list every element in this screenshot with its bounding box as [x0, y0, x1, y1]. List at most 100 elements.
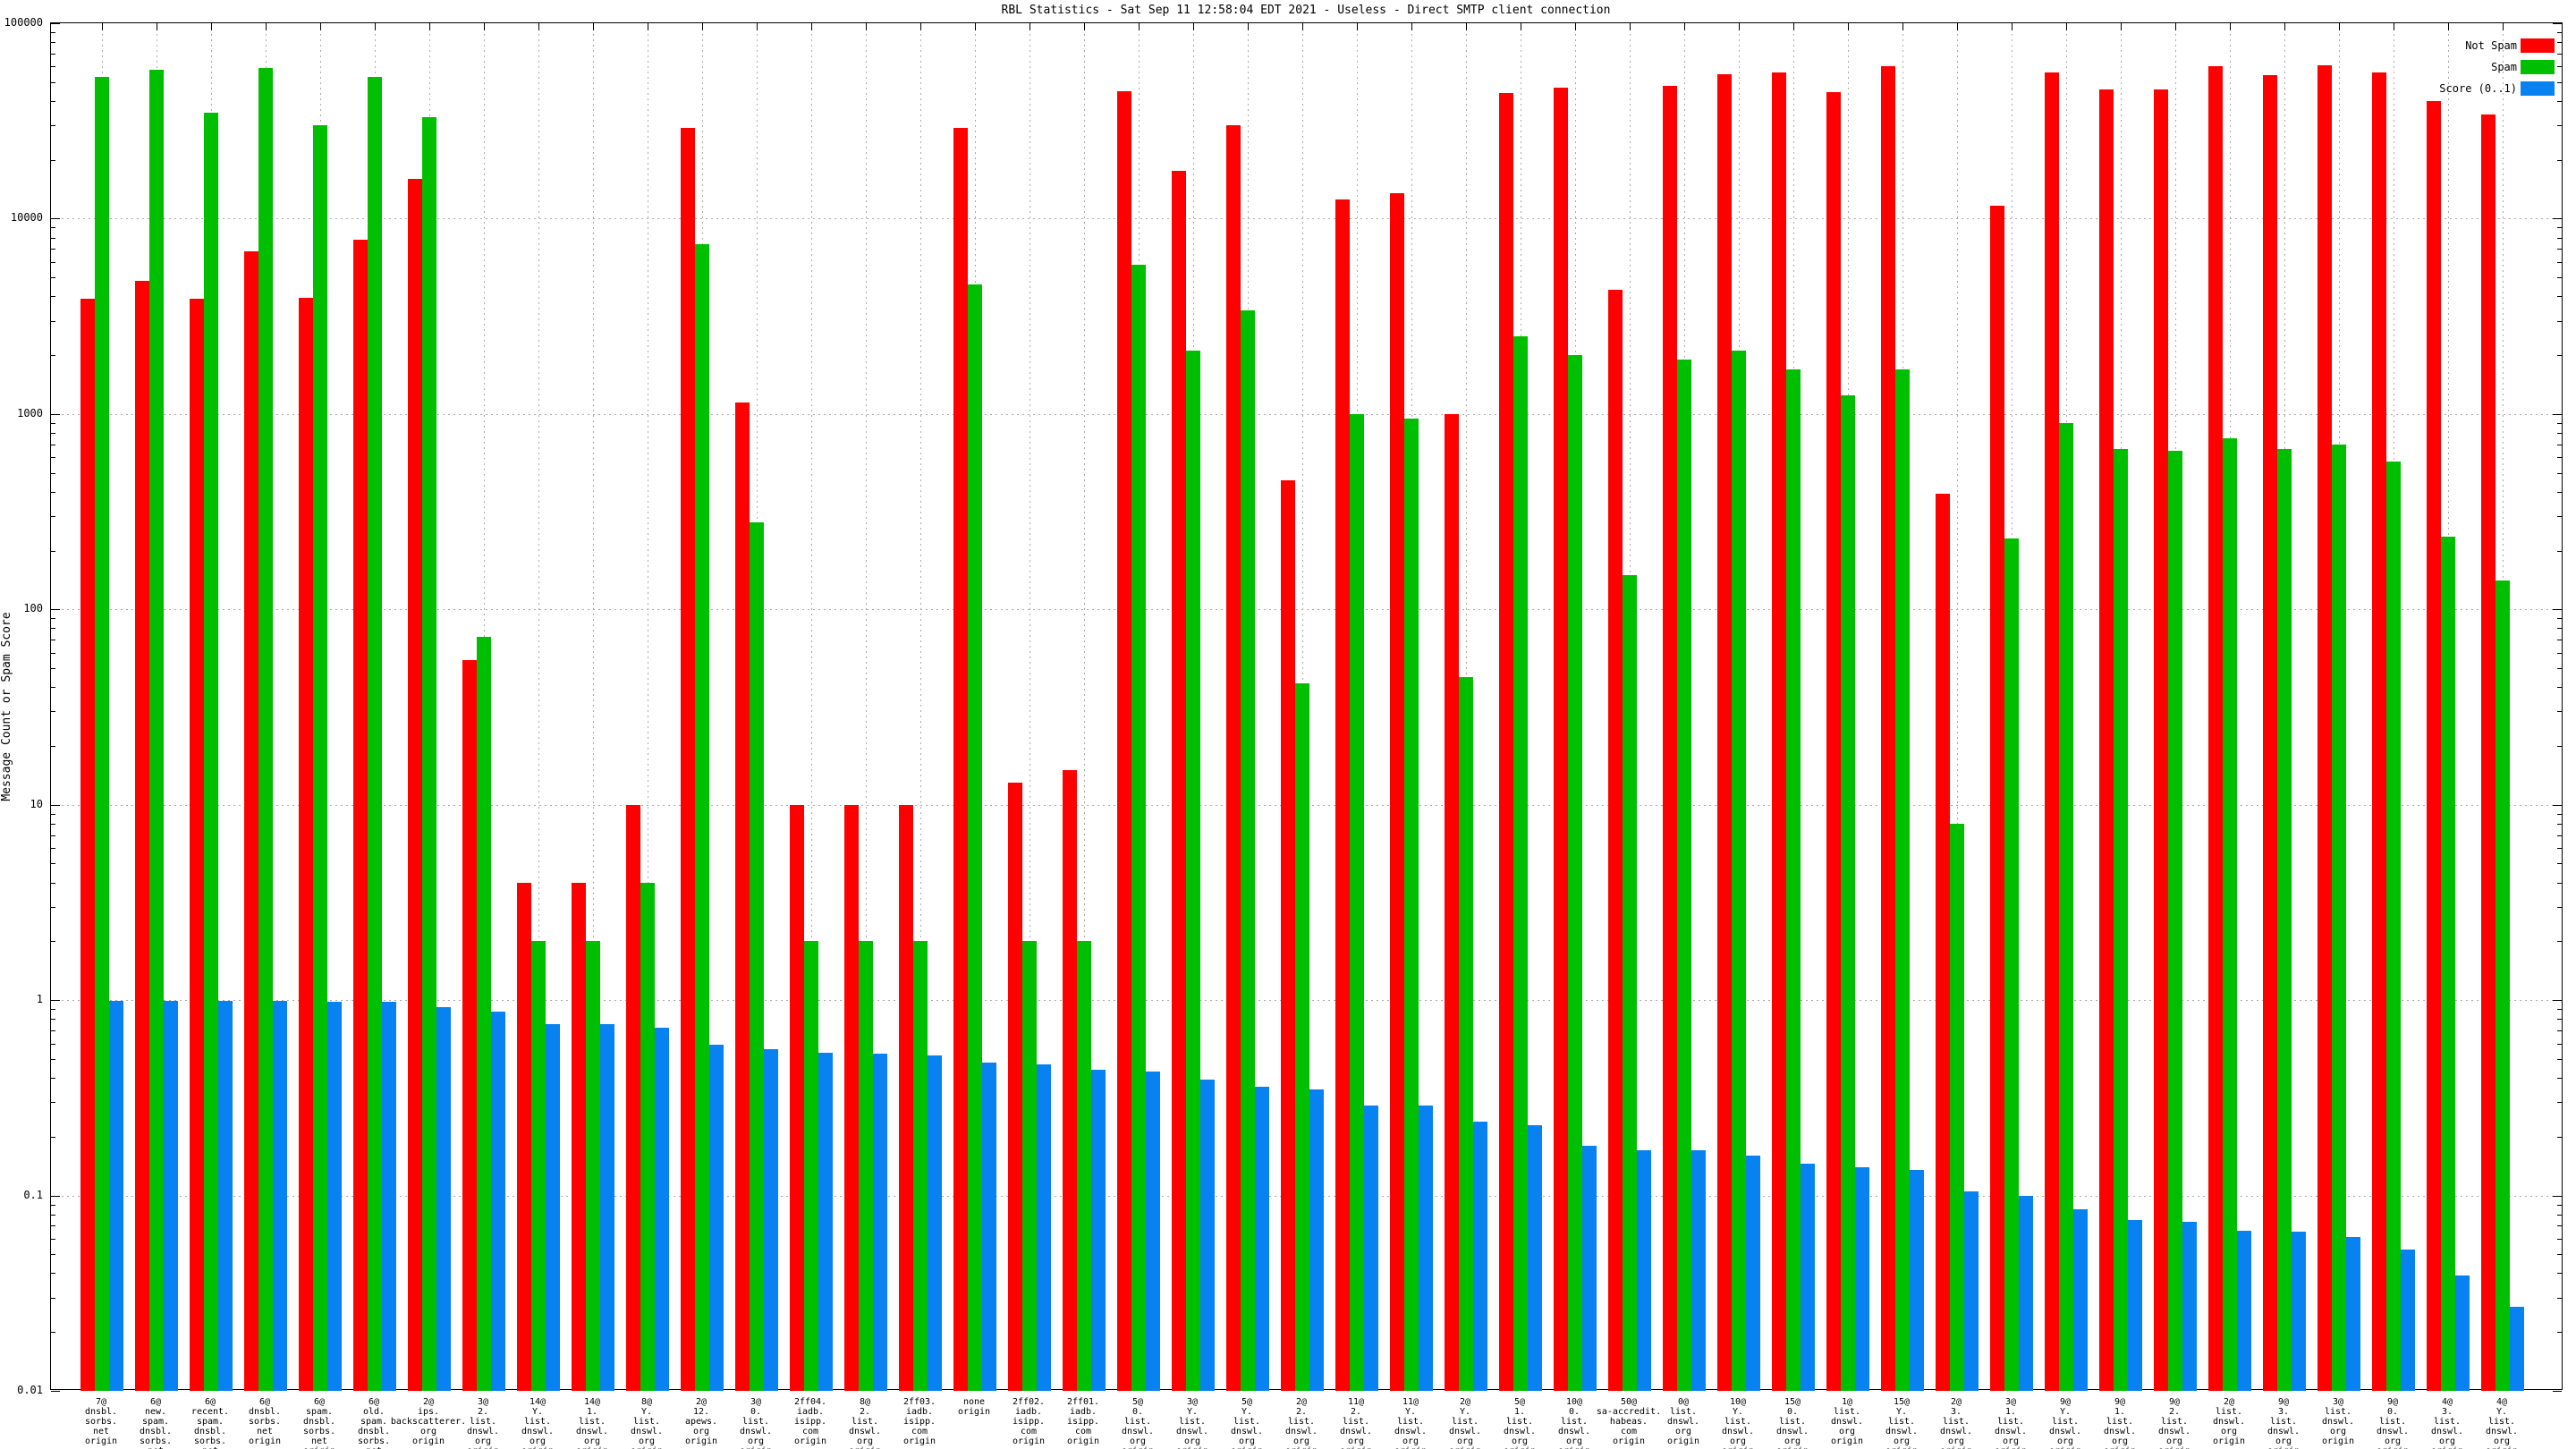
bar-spam [2168, 450, 2182, 1391]
x-tick-top [811, 23, 812, 30]
x-tick-label: 5@ 0. list. dnswl. org origin [1121, 1397, 1155, 1449]
bar-spam [204, 112, 218, 1391]
bar-score [1255, 1087, 1269, 1391]
x-tick-top [1411, 23, 1412, 30]
x-tick-top [2339, 23, 2340, 30]
x-gridline [811, 23, 812, 1389]
bar-score [2510, 1306, 2524, 1391]
y-minor-tick-right [2557, 320, 2562, 322]
y-minor-tick-left [51, 457, 55, 459]
y-minor-tick-right [2557, 81, 2562, 83]
bar-score [218, 1001, 233, 1391]
y-tick-label: 0.01 [17, 1384, 43, 1396]
bar-not-spam [1554, 87, 1568, 1391]
y-minor-tick-right [2557, 835, 2562, 836]
legend-label: Not Spam [2465, 39, 2517, 52]
bar-not-spam [1936, 494, 1950, 1391]
bar-score [1146, 1072, 1160, 1391]
bar-score [1473, 1121, 1487, 1391]
x-gridline [1084, 23, 1085, 1389]
bar-spam [2114, 449, 2128, 1391]
bar-spam [1513, 335, 1528, 1391]
y-axis-label: Message Count or Spam Score [0, 612, 13, 801]
bar-not-spam [1226, 125, 1241, 1391]
y-minor-tick-left [51, 355, 55, 357]
y-minor-tick-right [2557, 687, 2562, 689]
bar-not-spam [2481, 114, 2496, 1391]
y-minor-tick-right [2557, 1214, 2562, 1216]
y-major-tick-left [51, 413, 60, 415]
x-tick-top [1139, 23, 1140, 30]
y-minor-tick-left [51, 1019, 55, 1021]
legend-swatch [2521, 81, 2555, 96]
x-tick-label: 4@ 3. list. dnswl. org origin [2430, 1397, 2464, 1449]
bar-not-spam [1390, 192, 1404, 1391]
y-minor-tick-right [2557, 227, 2562, 229]
y-minor-tick-right [2557, 42, 2562, 44]
x-tick-top [2121, 23, 2122, 30]
legend-label: Score (0..1) [2439, 82, 2517, 95]
legend-swatch [2521, 38, 2555, 53]
legend-item: Not Spam [2329, 38, 2562, 53]
bar-score [928, 1055, 942, 1391]
y-minor-tick-right [2557, 668, 2562, 670]
bar-spam [804, 941, 818, 1391]
x-tick-top [1084, 23, 1085, 30]
bar-spam [2004, 538, 2019, 1391]
y-minor-tick-right [2557, 941, 2562, 943]
y-minor-tick-left [51, 1254, 55, 1256]
y-minor-tick-right [2557, 1297, 2562, 1299]
x-tick-label: 3@ 1. list. dnswl. org origin [1994, 1397, 2028, 1449]
x-gridline [866, 23, 867, 1389]
x-tick-top [1902, 23, 1903, 30]
y-minor-tick-left [51, 941, 55, 943]
bar-score [2455, 1275, 2470, 1391]
bar-not-spam [1063, 770, 1077, 1391]
y-minor-tick-left [51, 53, 55, 55]
bar-score [2292, 1232, 2306, 1391]
y-minor-tick-right [2557, 1332, 2562, 1334]
x-tick-label: 3@ 2. list. dnswl. org origin [466, 1397, 500, 1449]
bar-score [2073, 1208, 2088, 1391]
x-tick-top [757, 23, 758, 30]
y-minor-tick-left [51, 42, 55, 44]
x-tick-top [2066, 23, 2067, 30]
bar-spam [258, 68, 273, 1391]
x-gridline [1957, 23, 1958, 1389]
y-minor-tick-right [2557, 261, 2562, 263]
bar-not-spam [899, 804, 913, 1391]
y-minor-tick-left [51, 81, 55, 83]
bar-score [818, 1052, 833, 1391]
bar-score [109, 1001, 123, 1391]
bar-not-spam [2154, 89, 2168, 1391]
bar-score [1582, 1145, 1597, 1391]
y-minor-tick-right [2557, 1009, 2562, 1011]
bar-not-spam [1772, 72, 1786, 1391]
x-tick-label: 14@ 1. list. dnswl. org origin [575, 1397, 609, 1449]
bar-spam [2496, 580, 2510, 1391]
bar-spam [913, 941, 928, 1391]
bar-score [1091, 1070, 1106, 1391]
x-tick-label: 2ff01. iadb. isipp. com origin [1066, 1397, 1100, 1446]
bar-spam [1895, 369, 1910, 1391]
bar-not-spam [1281, 479, 1295, 1391]
y-minor-tick-right [2557, 745, 2562, 747]
x-tick-label: 6@ dnsbl. sorbs. net origin [248, 1397, 282, 1446]
y-minor-tick-left [51, 1214, 55, 1216]
x-tick-top [920, 23, 921, 30]
y-minor-tick-left [51, 1136, 55, 1138]
y-minor-tick-left [51, 1204, 55, 1206]
bar-score [436, 1007, 451, 1391]
y-minor-tick-right [2557, 1273, 2562, 1275]
x-tick-top [1848, 23, 1849, 30]
x-tick-top [1739, 23, 1740, 30]
x-tick-top [2284, 23, 2285, 30]
y-minor-tick-right [2557, 1239, 2562, 1241]
y-minor-tick-left [51, 745, 55, 747]
y-minor-tick-left [51, 882, 55, 884]
bar-not-spam [735, 402, 750, 1391]
y-minor-tick-left [51, 848, 55, 850]
bar-not-spam [299, 297, 313, 1391]
y-minor-tick-left [51, 491, 55, 493]
x-tick-label: 8@ Y. list. dnswl. org origin [630, 1397, 664, 1449]
